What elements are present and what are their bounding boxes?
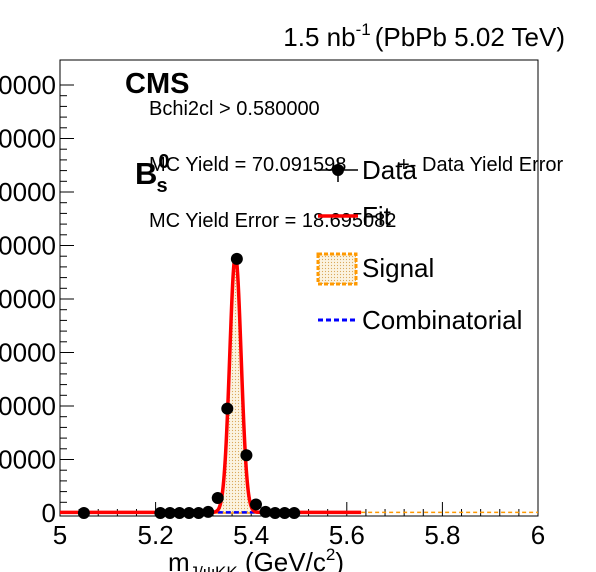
data-point-15: [288, 507, 301, 519]
data-point-8: [221, 402, 234, 415]
signal-area: [206, 255, 265, 514]
y-tick-label-5: 50000: [0, 231, 56, 261]
legend-fit-label: Fit: [362, 201, 392, 231]
y-tick-label-4: 40000: [0, 284, 56, 314]
y-tick-label-0: 0: [42, 498, 56, 528]
y-tick-label-8: 80000: [0, 70, 56, 100]
data-point-14: [278, 507, 291, 519]
data-point-10: [240, 449, 253, 462]
legend-signal-label: Signal: [362, 253, 434, 283]
particle-base: B: [135, 156, 157, 191]
legend-combinatorial-label: Combinatorial: [362, 305, 522, 335]
data-point-9: [230, 252, 243, 265]
plot-frame: [59, 59, 539, 517]
data-point-7: [211, 492, 224, 505]
x-tick-label-2: 5.4: [233, 520, 269, 550]
data-point-13: [269, 507, 282, 519]
particle-label: B0 s: [135, 151, 170, 197]
x-axis-title-prefix: m: [168, 547, 190, 572]
data-point-11: [249, 498, 262, 511]
x-axis-title-unit: (GeV/c: [238, 547, 326, 572]
x-axis: 5 5.2 5.4 5.6 5.8 6: [53, 502, 545, 550]
lumi-value: 1.5 nb: [283, 22, 355, 52]
data-point-0: [77, 507, 90, 519]
x-tick-label-4: 5.8: [424, 520, 460, 550]
x-axis-title-unit-exp: 2: [326, 545, 335, 564]
collision-system: (PbPb 5.02 TeV): [375, 22, 565, 52]
data-yield-error-annotation: Data Yield Error: [422, 154, 564, 176]
data-points: [77, 252, 301, 519]
x-axis-title-unit-end: ): [335, 547, 344, 572]
data-point-5: [192, 507, 205, 519]
x-axis-title-sub: J/ψKK: [190, 563, 239, 572]
cut-annotation: Bchi2cl > 0.580000: [149, 98, 320, 120]
data-point-1: [154, 507, 167, 519]
x-tick-label-3: 5.6: [329, 520, 365, 550]
mc-yield-annotation: MC Yield = 70.091598: [149, 154, 346, 176]
y-tick-label-1: 10000: [0, 445, 56, 475]
legend-signal-marker: [316, 252, 358, 286]
y-tick-label-3: 30000: [0, 338, 56, 368]
x-tick-label-1: 5.2: [138, 520, 174, 550]
legend: Data Fit Signal Combinatorial: [316, 155, 522, 335]
legend-data-marker: [332, 164, 344, 176]
y-axis: 0 10000 20000 30000 40000 50000 60000 70000 8000…: [0, 70, 74, 528]
data-point-4: [183, 507, 196, 519]
lumi-exponent: -1: [356, 20, 371, 39]
y-tick-label-2: 20000: [0, 391, 56, 421]
separator-annotation: +-: [398, 154, 416, 176]
y-tick-label-6: 60000: [0, 177, 56, 207]
mc-yield-error-annotation: MC Yield Error = 18.695082: [149, 210, 396, 232]
particle-sub: s: [157, 175, 168, 197]
particle-sup: 0: [158, 151, 169, 173]
lumi-header: 1.5 nb-1 (PbPb 5.02 TeV): [283, 20, 565, 52]
data-point-6: [202, 505, 215, 518]
y-tick-label-7: 70000: [0, 124, 56, 154]
x-tick-label-5: 6: [531, 520, 545, 550]
data-point-2: [163, 507, 176, 519]
legend-data-label: Data: [362, 155, 417, 185]
cms-label: CMS: [125, 68, 189, 100]
data-point-12: [259, 505, 272, 518]
x-tick-label-0: 5: [53, 520, 67, 550]
x-axis-title: mJ/ψKK (GeV/c2): [168, 545, 344, 572]
data-point-3: [173, 507, 186, 519]
fit-line: [60, 253, 362, 515]
